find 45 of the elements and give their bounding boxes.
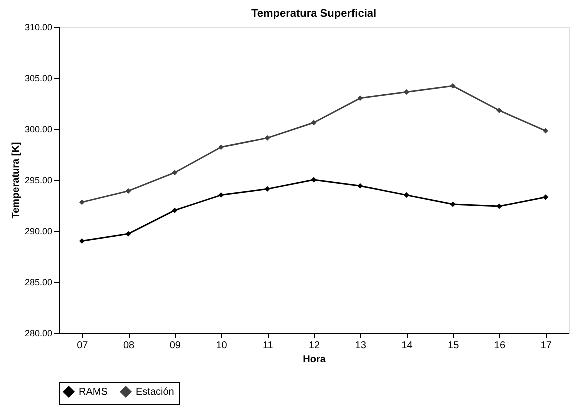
y-tick-label: 300.00 xyxy=(24,124,52,134)
x-tick-label: 16 xyxy=(494,340,506,352)
x-tick-label: 14 xyxy=(402,340,414,352)
point xyxy=(404,90,410,96)
y-tick-label: 295.00 xyxy=(24,176,52,186)
y-tick-label: 290.00 xyxy=(24,226,52,236)
y-tick-label: 305.00 xyxy=(24,74,52,84)
point xyxy=(126,188,132,194)
point xyxy=(311,177,317,183)
point xyxy=(496,204,502,210)
point xyxy=(543,128,549,134)
y-axis-title: Temperatura [K] xyxy=(10,142,22,219)
point xyxy=(543,194,549,200)
y-tick-label: 310.00 xyxy=(24,22,52,32)
y-tick-label: 280.00 xyxy=(24,328,52,338)
point xyxy=(358,183,364,189)
point xyxy=(218,144,224,150)
legend-label: RAMS xyxy=(79,387,108,398)
point xyxy=(264,135,270,141)
x-tick-label: 13 xyxy=(355,340,367,352)
y-tick-label: 285.00 xyxy=(24,278,52,288)
point xyxy=(450,202,456,208)
point xyxy=(172,208,178,214)
point xyxy=(126,231,132,237)
x-tick-label: 15 xyxy=(448,340,460,352)
point xyxy=(264,186,270,192)
point xyxy=(450,83,456,89)
x-tick-label: 10 xyxy=(216,340,228,352)
x-tick-label: 11 xyxy=(262,340,274,352)
point xyxy=(218,192,224,198)
point xyxy=(79,200,85,206)
x-axis-title: Hora xyxy=(303,354,326,366)
x-tick-label: 12 xyxy=(308,340,320,352)
point xyxy=(311,120,317,126)
point xyxy=(404,192,410,198)
point xyxy=(358,96,364,102)
x-tick-label: 09 xyxy=(170,340,182,352)
chart-title: Temperatura Superficial xyxy=(251,8,377,20)
x-tick-label: 17 xyxy=(540,340,552,352)
point xyxy=(496,108,502,114)
x-tick-label: 07 xyxy=(77,340,89,352)
legend-label: Estación xyxy=(136,387,174,398)
point xyxy=(79,238,85,244)
point xyxy=(172,170,178,176)
x-tick-label: 08 xyxy=(123,340,136,352)
